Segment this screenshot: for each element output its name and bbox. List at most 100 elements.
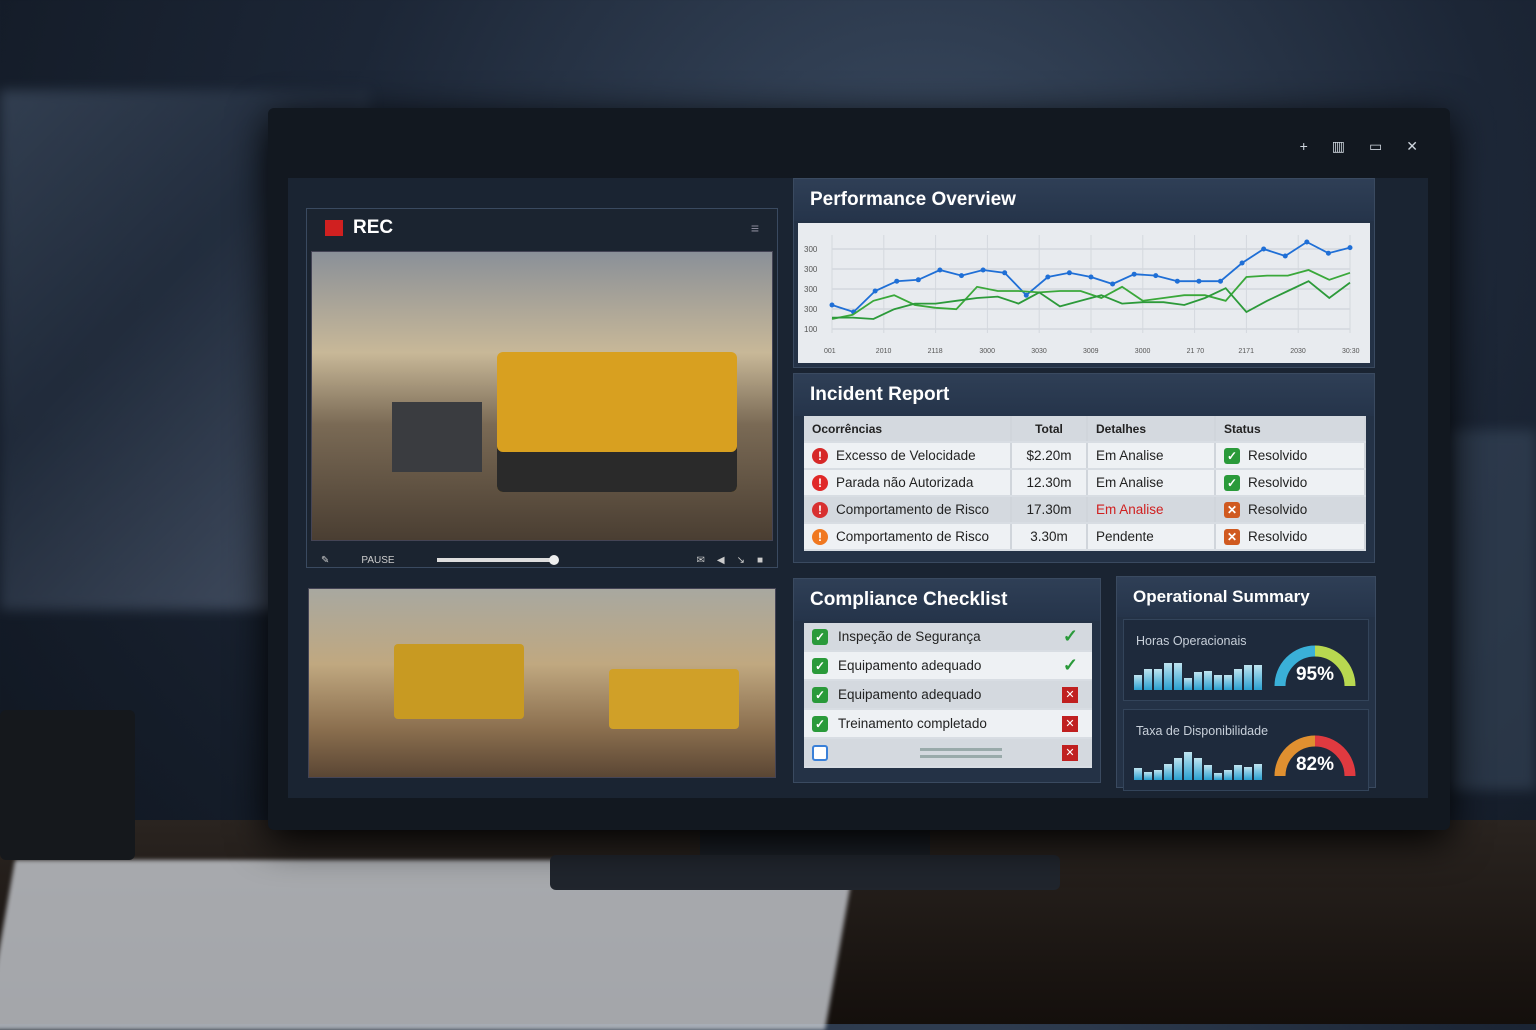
mini-bar [1204,765,1212,780]
data-point [1153,273,1159,279]
checklist-item[interactable]: ✓ Equipamento adequado ✕ [804,681,1092,710]
monitor: + ▥ ▭ ✕ REC ≡ ✎ PAUSE ✉ ◀ ↘ ■ Performanc… [268,108,1450,830]
incident-total: 12.30m [1012,470,1088,495]
mini-bar-chart [1124,656,1274,696]
mini-bar [1254,665,1262,690]
x-tick-label: 2118 [928,348,943,355]
mini-bar [1144,669,1152,690]
mini-bar [1134,768,1142,780]
data-point [980,267,986,273]
stop-circle-icon: ! [812,474,828,491]
warning-triangle-icon: ! [812,447,828,464]
mini-bar [1194,672,1202,690]
menu-icon[interactable]: ≡ [750,220,759,236]
x-tick-label: 21 70 [1187,348,1205,355]
incident-detail: Em Analise [1088,470,1216,495]
data-point [1196,278,1202,284]
mini-bar [1154,769,1162,780]
table-row[interactable]: ! Parada não Autorizada 12.30m Em Analise… [804,470,1366,497]
mini-bar [1234,669,1242,690]
incident-detail: Em Analise [1088,497,1216,522]
data-point [1131,271,1137,277]
mini-bar [1154,669,1162,690]
gauge [1274,645,1356,687]
data-point [1023,292,1029,298]
mini-bar [1244,766,1252,780]
incident-table: Ocorrências Total Detalhes Status ! Exces… [804,416,1366,551]
checkbox[interactable] [812,744,828,761]
x-tick-label: 3000 [979,348,995,355]
table-header: Ocorrências Total Detalhes Status [804,416,1366,443]
mail-icon[interactable]: ✉ [696,554,705,566]
truck-2 [609,669,739,729]
checklist-item[interactable]: ✕ [804,739,1092,768]
mini-bar [1234,765,1242,780]
data-point [1045,274,1051,280]
x-tick-label: 30:30 [1342,348,1360,355]
skip-icon[interactable]: ↘ [736,554,745,566]
incident-total: 17.30m [1012,497,1088,522]
x-icon: ✕ [1062,686,1078,703]
incident-name: Excesso de Velocidade [836,448,976,463]
x-tick-label: 2171 [1238,348,1254,355]
mini-bar [1184,751,1192,780]
y-tick-label: 100 [804,325,818,334]
data-point [1282,253,1288,259]
prev-icon[interactable]: ◀ [716,554,725,566]
check-icon: ✓ [1224,474,1240,491]
col-header[interactable]: Total [1012,416,1088,441]
performance-title: Performance Overview [794,179,1374,221]
table-row[interactable]: ! Comportamento de Risco 3.30m Pendente ✕… [804,524,1366,551]
control-label: PAUSE [361,554,395,566]
monitor-base [550,855,1060,890]
table-row[interactable]: ! Excesso de Velocidade $2.20m Em Analise… [804,443,1366,470]
incident-status: Resolvido [1248,448,1308,463]
x-icon: ✕ [1062,715,1078,732]
stop-icon[interactable]: ■ [756,554,763,566]
mini-bar [1214,772,1222,780]
mini-bar [1184,678,1192,690]
incident-name: Comportamento de Risco [836,529,990,544]
data-point [1325,250,1331,256]
mini-bar [1134,675,1142,690]
mini-bar [1164,663,1172,690]
risk-icon: ! [812,501,828,518]
excavator [392,402,482,472]
checkbox[interactable]: ✓ [812,657,828,674]
maximize-icon[interactable]: ▭ [1369,138,1383,154]
data-point [1088,274,1094,280]
dashboard-screen: REC ≡ ✎ PAUSE ✉ ◀ ↘ ■ Performance Overvi… [288,178,1428,798]
col-header[interactable]: Status [1216,416,1366,441]
checkbox[interactable]: ✓ [812,715,828,732]
checklist-item[interactable]: ✓ Treinamento completado ✕ [804,710,1092,739]
add-icon[interactable]: + [1299,138,1308,154]
incident-panel: Incident Report Ocorrências Total Detalh… [793,373,1375,563]
y-tick-label: 300 [804,265,818,274]
checkbox[interactable]: ✓ [812,686,828,703]
video-controls: ✎ PAUSE ✉ ◀ ↘ ■ [311,545,773,575]
checklist-item[interactable]: ✓ Inspeção de Segurança ✓ [804,623,1092,652]
col-header[interactable]: Ocorrências [804,416,1012,441]
col-header[interactable]: Detalhes [1088,416,1216,441]
table-row[interactable]: ! Comportamento de Risco 17.30m Em Analis… [804,497,1366,524]
data-point [1110,281,1116,287]
mini-bar [1144,771,1152,780]
mini-bar [1174,663,1182,690]
checkbox[interactable]: ✓ [812,628,828,645]
grid-icon[interactable]: ▥ [1331,138,1346,154]
data-point [1239,260,1245,266]
performance-panel: Performance Overview 300 300 300 300 100 001 2… [793,178,1375,368]
close-icon[interactable]: ✕ [1406,138,1418,154]
checklist-item[interactable]: ✓ Equipamento adequado ✓ [804,652,1092,681]
incident-title: Incident Report [794,374,1374,416]
data-point [829,302,835,308]
pen-icon[interactable]: ✎ [321,554,330,566]
camera-feed-1 [311,251,773,541]
series-line [831,269,1351,320]
performance-chart: 300 300 300 300 100 001 2010 2118 3000 3030 3009 30… [804,235,1360,355]
data-point [937,267,943,273]
x-icon: ✕ [1062,744,1078,761]
x-tick-label: 2010 [876,348,892,355]
seek-slider[interactable] [436,555,559,565]
incident-detail: Em Analise [1088,443,1216,468]
